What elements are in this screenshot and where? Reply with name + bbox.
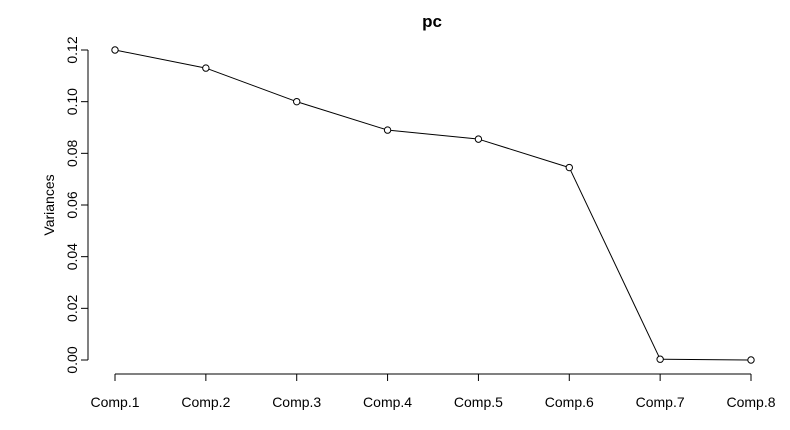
- y-tick-label: 0.12: [64, 36, 80, 63]
- data-point: [474, 135, 483, 143]
- y-tick-label: 0.10: [64, 88, 80, 115]
- y-tick-label: 0.04: [64, 243, 80, 270]
- y-tick-label: 0.08: [64, 139, 80, 166]
- x-tick-label: Comp.5: [454, 394, 503, 410]
- series-line-segment: [118, 50, 203, 68]
- series-line-segment: [299, 102, 385, 130]
- data-point: [565, 163, 573, 172]
- data-point: [293, 97, 301, 106]
- y-tick-label: 0.06: [64, 191, 80, 218]
- y-axis-label: Variances: [41, 174, 57, 235]
- series-line-segment: [390, 129, 476, 140]
- x-tick-label: Comp.8: [726, 394, 775, 410]
- series-variances: [111, 46, 755, 364]
- y-axis: 0.00 0.02 0.04 0.06 0.08 0.10 0.12: [64, 36, 89, 374]
- series-line-segment: [663, 358, 748, 361]
- y-tick-label: 0.00: [64, 346, 80, 373]
- data-point: [202, 64, 210, 72]
- x-tick-label: Comp.4: [363, 394, 412, 410]
- chart-title: pc: [422, 12, 442, 31]
- data-point: [383, 126, 392, 134]
- series-line-segment: [208, 68, 294, 102]
- x-tick-label: Comp.1: [90, 394, 139, 410]
- x-tick-label: Comp.7: [636, 394, 685, 410]
- x-tick-label: Comp.2: [181, 394, 230, 410]
- x-tick-label: Comp.6: [545, 394, 594, 410]
- y-tick-label: 0.02: [64, 294, 80, 321]
- x-tick-label: Comp.3: [272, 394, 321, 410]
- series-line-segment: [570, 170, 660, 357]
- data-point: [111, 46, 119, 54]
- series-line-segment: [481, 139, 567, 168]
- x-axis: Comp.1 Comp.2 Comp.3 Comp.4 Comp.5 Comp.6 Comp…: [90, 373, 776, 410]
- data-point: [656, 355, 664, 363]
- data-point: [747, 356, 755, 364]
